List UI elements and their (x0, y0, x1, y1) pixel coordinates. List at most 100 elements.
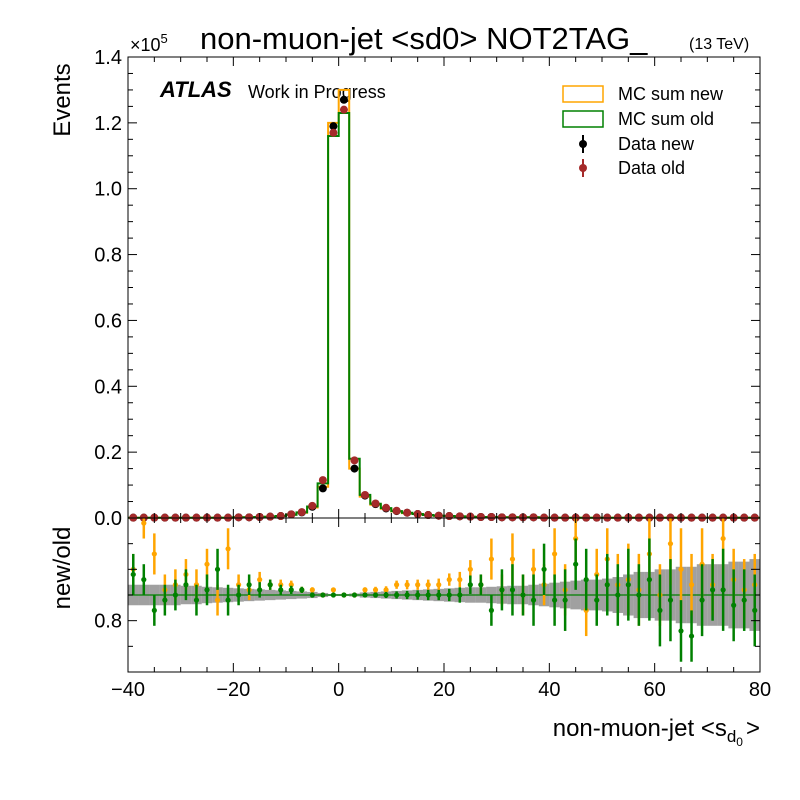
ratio-point-1-15 (288, 587, 294, 593)
data-point-1-14 (276, 512, 285, 521)
ratio-point-0-28 (425, 582, 431, 588)
ratio-point-1-36 (509, 587, 516, 593)
mc-step-series-0 (128, 88, 760, 519)
legend-marker-data-old (579, 164, 587, 172)
y-tick-label-main: 1.0 (94, 179, 122, 201)
ratio-point-0-29 (436, 582, 442, 588)
ratio-point-0-22 (362, 587, 368, 593)
y-tick-label-main: 0.0 (94, 508, 122, 530)
data-point-1-22 (361, 490, 369, 499)
ratio-point-0-19 (330, 587, 336, 593)
ratio-point-0-17 (309, 587, 315, 593)
axis-ticks: −40 −20 0 20 40 60 80 0.0 0.2 0.4 0.6 0.8 1.0 1.2 1.4 0… (94, 47, 771, 701)
legend-label-mc-new: MC sum new (618, 84, 724, 104)
ratio-point-0-23 (372, 587, 379, 593)
ratio-point-1-6 (193, 597, 200, 603)
ratio-point-1-49 (646, 577, 653, 583)
y-tick-label-ratio: 0.8 (94, 611, 122, 633)
ratio-point-0-32 (467, 566, 473, 572)
x-tick-label: −20 (216, 679, 250, 701)
legend-swatch-mc-new (562, 85, 604, 103)
y-tick-label-main: 1.2 (94, 113, 122, 135)
atlas-label: ATLAS (159, 77, 232, 102)
ratio-point-0-53 (688, 582, 695, 588)
ratio-point-1-2 (151, 607, 157, 614)
data-point-1-16 (297, 508, 306, 517)
data-point-1-19 (329, 128, 338, 137)
ratio-point-1-8 (214, 566, 221, 572)
data-point-1-13 (266, 512, 275, 521)
legend-marker-data-new (579, 140, 587, 148)
chart-subtitle: (13 TeV) (689, 36, 749, 53)
ratio-point-1-33 (478, 582, 484, 588)
x-tick-label: 60 (644, 679, 666, 701)
ratio-point-0-9 (225, 546, 231, 552)
ratio-point-1-13 (267, 582, 273, 588)
ratio-point-1-57 (731, 602, 737, 608)
ratio-point-0-31 (457, 577, 463, 583)
ratio-point-1-17 (309, 592, 315, 598)
y-axis-label-main: Events (49, 63, 76, 136)
ratio-point-0-34 (488, 556, 494, 562)
ratio-point-1-4 (172, 592, 178, 598)
ratio-point-1-51 (667, 597, 674, 603)
ratio-point-1-1 (141, 577, 147, 583)
data-point-1-20 (339, 105, 348, 114)
data-point-1-18 (318, 476, 327, 485)
x-axis-label: non-muon-jet <sd0 > (553, 715, 760, 749)
ratio-point-0-8 (214, 597, 221, 603)
ratio-point-1-9 (225, 597, 231, 603)
y-tick-label-main: 1.4 (94, 47, 122, 69)
ratio-point-1-26 (404, 592, 410, 598)
ratio-point-1-32 (467, 582, 473, 588)
y-axis-label-ratio: new/old (49, 527, 76, 610)
data-point-1-36 (508, 513, 517, 522)
ratio-data-points (130, 518, 758, 662)
x-tick-label: 20 (433, 679, 455, 701)
y-tick-label-main: 0.8 (94, 245, 122, 267)
ratio-point-1-18 (320, 592, 326, 598)
ratio-point-1-0 (130, 571, 136, 578)
ratio-point-1-45 (604, 582, 610, 588)
ratio-point-1-29 (436, 592, 442, 598)
ratio-point-1-14 (278, 587, 284, 593)
ratio-point-1-12 (257, 587, 263, 593)
data-point-1-33 (476, 513, 485, 522)
data-point-1-21 (350, 456, 359, 465)
ratio-point-1-35 (499, 587, 505, 593)
legend-label-data-old: Data old (618, 158, 685, 178)
ratio-point-1-41 (562, 597, 568, 603)
ratio-point-0-51 (667, 541, 674, 547)
ratio-point-0-1 (141, 520, 147, 526)
y-tick-label-main: 0.4 (94, 376, 122, 398)
ratio-point-1-44 (594, 597, 600, 603)
y-tick-label-main: 0.6 (94, 310, 122, 332)
data-point-1-30 (445, 512, 454, 521)
x-tick-label: 0 (333, 679, 344, 701)
data-point-1-15 (287, 510, 296, 519)
ratio-point-0-2 (151, 551, 157, 557)
data-point-0-19 (329, 122, 338, 131)
ratio-point-1-20 (341, 592, 347, 598)
ratio-point-1-22 (362, 592, 368, 598)
ratio-point-1-54 (699, 597, 705, 603)
legend-swatch-mc-old (562, 110, 604, 128)
ratio-point-1-19 (330, 592, 336, 598)
y-scale-factor: ×105 (130, 31, 168, 55)
ratio-point-1-24 (383, 592, 389, 598)
ratio-point-1-40 (552, 597, 558, 603)
data-point-1-11 (245, 513, 254, 522)
data-point-1-24 (382, 503, 391, 512)
data-point-1-28 (424, 511, 433, 520)
ratio-point-1-3 (162, 597, 168, 603)
ratio-point-0-7 (204, 561, 210, 567)
ratio-point-1-47 (625, 582, 631, 588)
ratio-point-1-10 (236, 592, 242, 598)
ratio-point-0-27 (415, 582, 421, 588)
ratio-point-1-56 (720, 587, 726, 593)
legend-label-data-new: Data new (618, 134, 695, 154)
ratio-point-0-36 (509, 556, 516, 562)
ratio-point-0-30 (446, 577, 452, 583)
ratio-point-0-12 (257, 577, 263, 583)
